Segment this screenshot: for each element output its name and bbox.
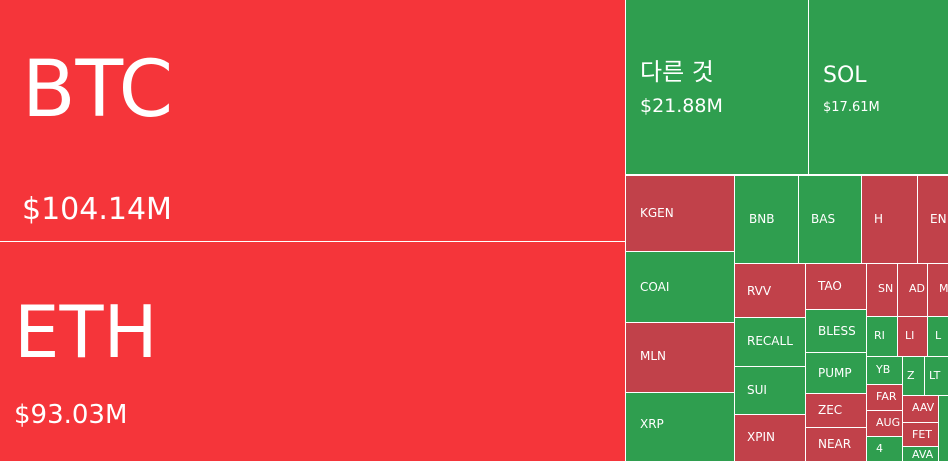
tile-label: 4 <box>876 442 883 455</box>
treemap-tile[interactable]: 다른 것 $21.88M <box>626 0 808 174</box>
tile-label: XRP <box>640 417 664 431</box>
tile-label: BLESS <box>818 324 856 338</box>
treemap-tile[interactable]: SN <box>867 264 897 316</box>
treemap-tile[interactable]: ZEC <box>806 394 866 427</box>
tile-value: $93.03M <box>14 400 128 430</box>
tile-label: AVA <box>912 448 934 461</box>
treemap-tile[interactable]: BNB <box>735 176 798 263</box>
treemap-tile[interactable]: L <box>928 317 948 356</box>
tile-label: SN <box>878 282 894 295</box>
treemap-tile[interactable]: YB <box>867 357 902 384</box>
tile-label: H <box>874 212 884 226</box>
tile-value: $17.61M <box>823 100 880 115</box>
treemap-tile[interactable]: FAR <box>867 385 902 410</box>
treemap-tile[interactable]: SOL $17.61M <box>809 0 948 174</box>
tile-label: RECALL <box>747 334 793 348</box>
tile-label: LI <box>905 329 915 342</box>
tile-label: NEAR <box>818 437 852 451</box>
tile-label: SUI <box>747 383 767 397</box>
treemap-tile[interactable]: 4 <box>867 437 902 461</box>
treemap-tile[interactable]: KGEN <box>626 176 734 251</box>
tile-label: M <box>939 282 948 295</box>
tile-label: BTC <box>22 45 174 135</box>
tile-value: $21.88M <box>640 95 723 117</box>
tile-label: BNB <box>749 212 775 226</box>
tile-label: L <box>935 329 942 342</box>
treemap-tile[interactable]: XPIN <box>735 415 805 461</box>
tile-label: FAR <box>876 390 897 403</box>
treemap-tile[interactable]: AD <box>898 264 927 316</box>
tile-label: FET <box>912 428 932 441</box>
tile-label: RVV <box>747 284 772 298</box>
treemap-tile[interactable]: BLESS <box>806 310 866 352</box>
treemap-tile[interactable]: FET <box>903 423 938 446</box>
tile-label: RI <box>874 329 885 342</box>
tile-label: AD <box>909 282 925 295</box>
treemap-tile[interactable]: LT <box>925 357 948 395</box>
treemap-tile[interactable]: NEAR <box>806 428 866 461</box>
tile-label: MLN <box>640 349 667 363</box>
tile-label: ZEC <box>818 403 843 417</box>
tile-label: BAS <box>811 212 836 226</box>
tile-label: YB <box>876 363 891 376</box>
treemap-tile[interactable]: PUMP <box>806 353 866 393</box>
treemap-tile[interactable]: LI <box>898 317 927 356</box>
treemap-tile[interactable]: BTC $104.14M <box>0 0 625 241</box>
treemap-tile[interactable]: RECALL <box>735 318 805 366</box>
tile-value: $104.14M <box>22 192 172 227</box>
tile-label: 다른 것 <box>640 58 714 86</box>
treemap-tile[interactable]: AAV <box>903 396 938 422</box>
tile-label: XPIN <box>747 430 775 444</box>
treemap-tile[interactable]: BAS <box>799 176 861 263</box>
treemap-tile[interactable]: ETH $93.03M <box>0 242 625 461</box>
treemap-tile[interactable]: TAO <box>806 264 866 309</box>
treemap-tile[interactable]: AUG <box>867 411 902 436</box>
treemap-tile[interactable]: EN <box>918 176 948 263</box>
tile-label: COAI <box>640 280 670 294</box>
tile-label: TAO <box>818 279 842 293</box>
tile-label: PUMP <box>818 366 852 380</box>
treemap-tile[interactable]: SUI <box>735 367 805 414</box>
tile-label: Z <box>907 369 915 382</box>
tile-label: LT <box>929 369 941 382</box>
treemap-tile[interactable]: M <box>928 264 948 316</box>
tile-label: SOL <box>823 63 867 88</box>
tile-label: EN <box>930 212 947 226</box>
tile-label: AAV <box>912 401 935 414</box>
treemap-tile[interactable] <box>939 396 948 461</box>
treemap-tile[interactable]: RI <box>867 317 897 356</box>
treemap-tile[interactable]: RVV <box>735 264 805 317</box>
treemap-tile[interactable]: AVA <box>903 447 938 461</box>
treemap-tile[interactable]: COAI <box>626 252 734 322</box>
treemap-tile[interactable]: Z <box>903 357 924 395</box>
tile-label: ETH <box>14 290 158 374</box>
tile-label: AUG <box>876 416 901 429</box>
treemap-tile[interactable]: XRP <box>626 393 734 461</box>
treemap-tile[interactable]: H <box>862 176 917 263</box>
treemap-tile[interactable]: MLN <box>626 323 734 392</box>
tile-label: KGEN <box>640 206 674 220</box>
